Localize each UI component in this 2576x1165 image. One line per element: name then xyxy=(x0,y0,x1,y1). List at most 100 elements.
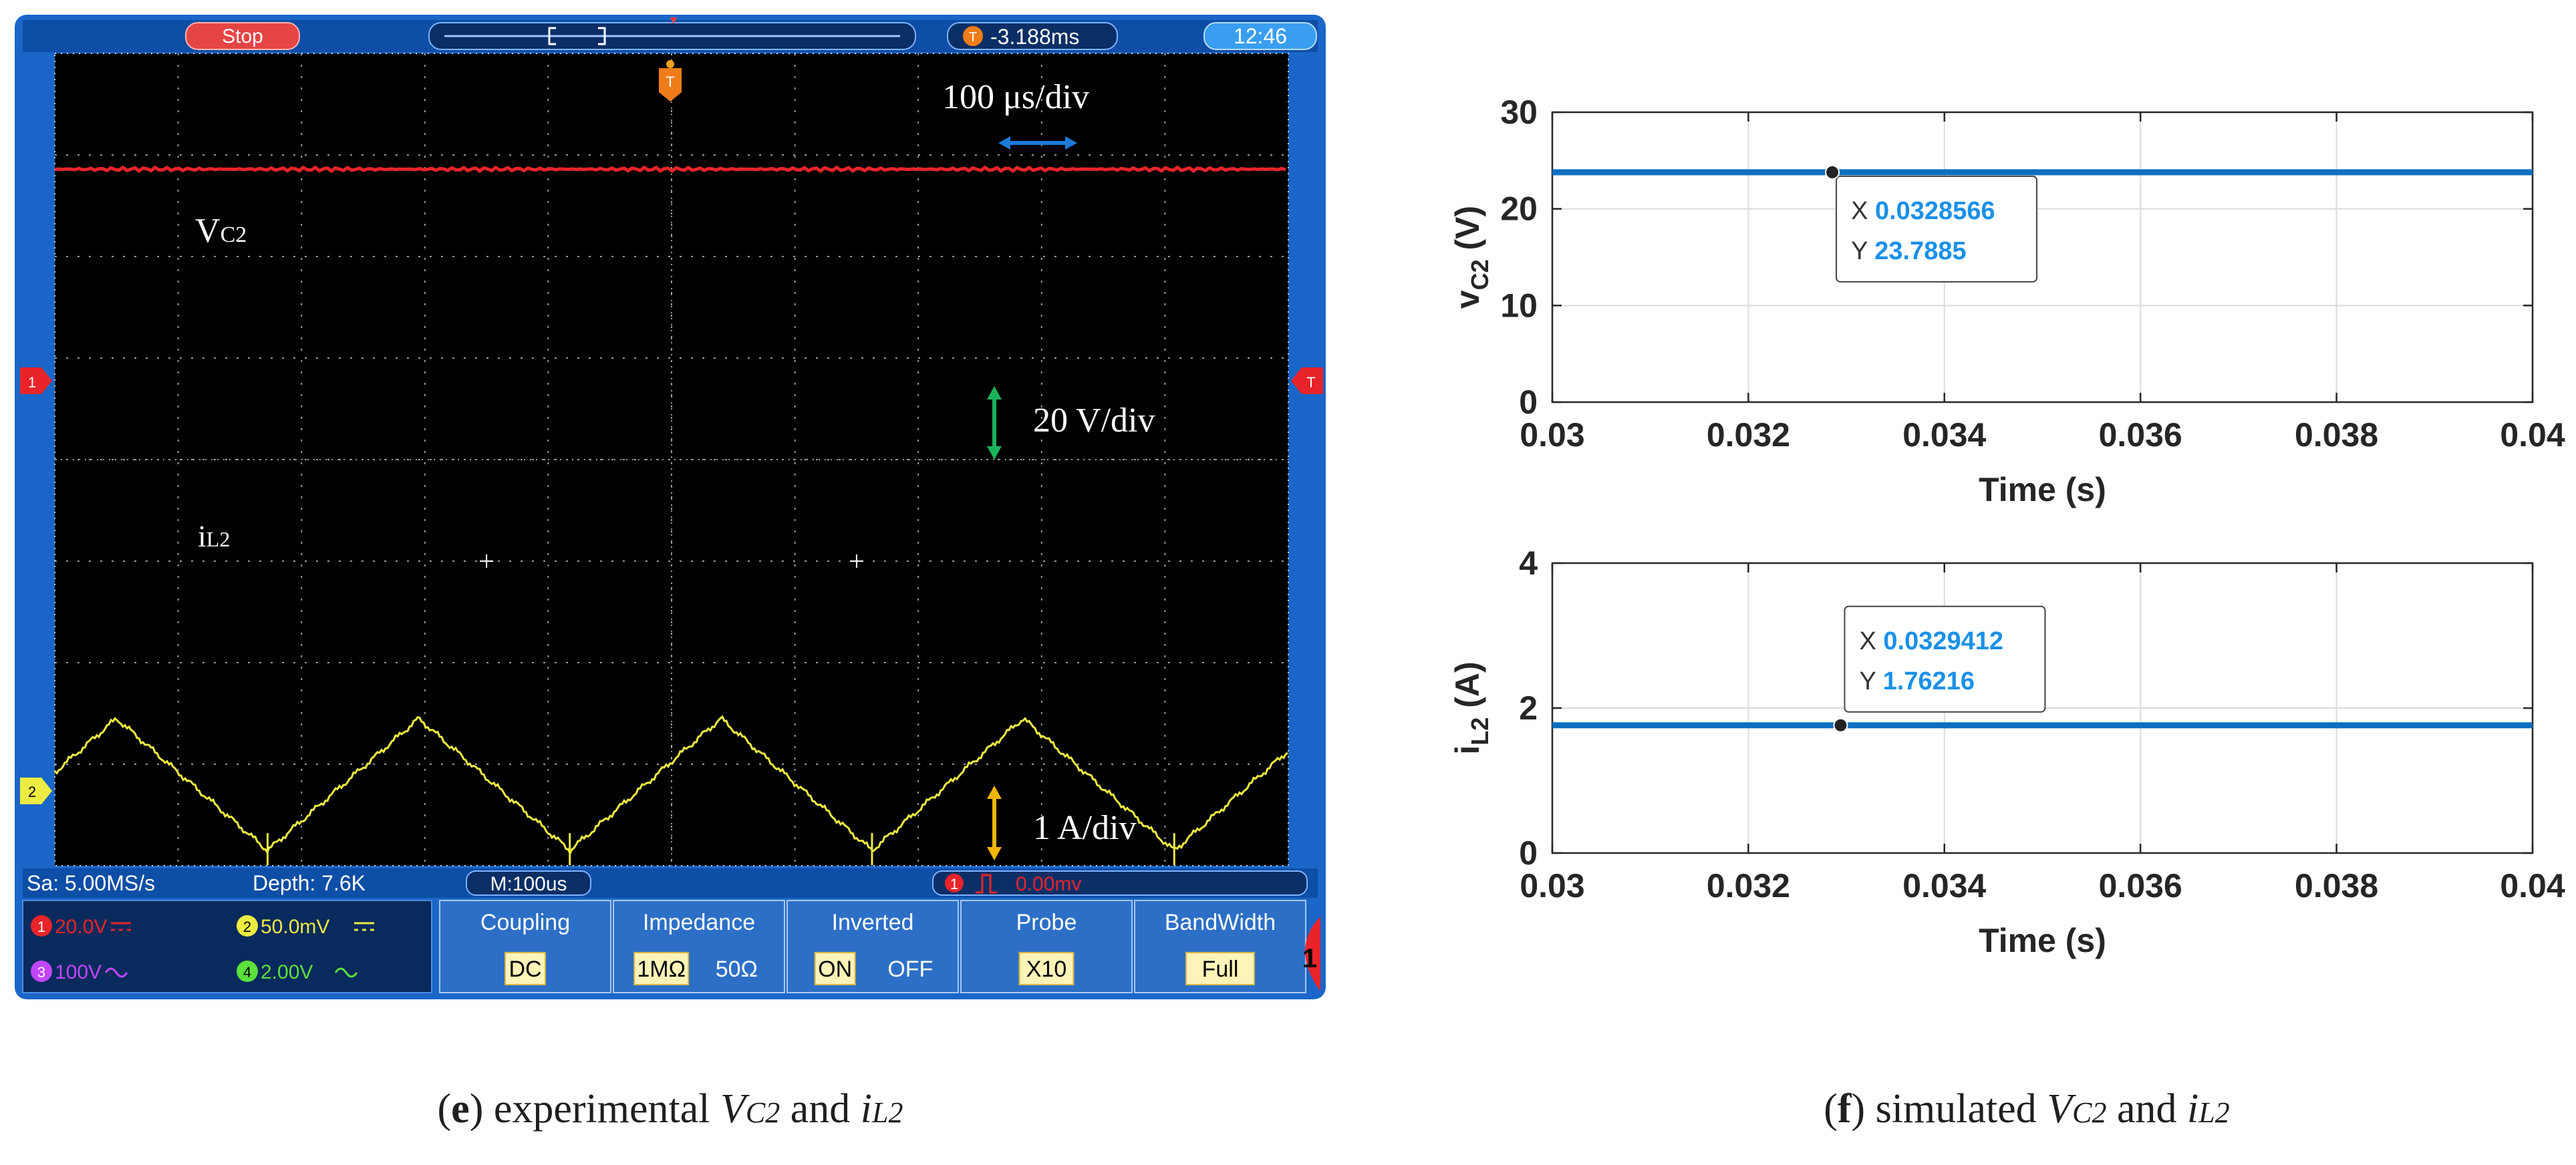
datatip-point[interactable] xyxy=(1833,717,1848,733)
svg-text:3: 3 xyxy=(37,964,45,981)
trigger-level-marker[interactable]: T xyxy=(1291,367,1323,394)
x-tick-label: 0.034 xyxy=(1902,416,1986,454)
ch2-dc-coupling-icon xyxy=(354,922,374,931)
x-axis-label: Time (s) xyxy=(1979,922,2106,959)
svg-text:T: T xyxy=(666,73,674,90)
menu-option[interactable]: X10 xyxy=(1026,957,1067,982)
caption-f: (f) simulated VC2 and iL2 xyxy=(1824,1086,2230,1132)
y-tick-label: 4 xyxy=(1519,544,1538,582)
menu-option[interactable]: Full xyxy=(1202,957,1239,982)
menu-option-selected-box xyxy=(1185,952,1255,985)
trigger-time-icon xyxy=(963,26,983,46)
datatip-x: X 0.0328566 xyxy=(1851,197,1995,225)
svg-text:2: 2 xyxy=(243,919,251,935)
menu-item-impedance[interactable]: Impedance 1MΩ 50Ω xyxy=(613,900,785,993)
scope-grid xyxy=(54,53,1289,866)
svg-text:1: 1 xyxy=(28,374,36,391)
il2-scope-trace xyxy=(53,715,1288,856)
menu-item-coupling[interactable]: Coupling DC xyxy=(439,900,611,993)
y-tick-label: 0 xyxy=(1519,383,1538,421)
volt-scale-annotation: 20 V/div xyxy=(1033,401,1155,440)
menu-option[interactable]: ON xyxy=(818,957,852,982)
depth-readout: Depth: 7.6K xyxy=(253,871,366,895)
menu-option[interactable]: 1MΩ xyxy=(637,957,686,982)
x-tick-label: 0.034 xyxy=(1902,867,1986,904)
y-axis-label: vC2 (V) xyxy=(1449,206,1493,309)
datatip[interactable]: X 0.0328566 Y 23.7885 xyxy=(1825,164,2038,283)
plot-frame xyxy=(1551,111,2534,403)
menu-option-selected-box xyxy=(505,952,546,985)
vc2-scope-trace xyxy=(54,165,1286,174)
svg-text:-3.188ms: -3.188ms xyxy=(990,25,1079,49)
x-tick-label: 0.04 xyxy=(2500,416,2565,454)
svg-text:50.0mV: 50.0mV xyxy=(261,916,329,938)
menu-option[interactable]: 50Ω xyxy=(716,957,758,982)
y-axis-label: iL2 (A) xyxy=(1449,661,1493,754)
svg-text:2.00V: 2.00V xyxy=(261,961,313,983)
ch1-info[interactable]: 1 20.0V xyxy=(31,915,131,938)
menu-item-probe[interactable]: Probe X10 xyxy=(960,900,1133,993)
trigger-time-readout: T -3.188ms xyxy=(947,22,1118,50)
time-scale-arrow-icon xyxy=(998,136,1077,150)
ch3-info[interactable]: 3 100V xyxy=(31,961,128,983)
menu-option-selected-box xyxy=(814,952,856,985)
time-scale-annotation: 100 μs/div xyxy=(942,78,1089,116)
menu-item-bandwidth[interactable]: BandWidth Full xyxy=(1134,900,1306,993)
menu-option[interactable]: DC xyxy=(509,957,541,982)
stop-button[interactable]: Stop xyxy=(185,22,300,50)
menu-page-tab[interactable]: 1 xyxy=(1302,917,1320,991)
ch2-info[interactable]: 2 50.0mV xyxy=(237,915,374,938)
svg-text:1: 1 xyxy=(1302,944,1317,973)
svg-text:T: T xyxy=(969,30,977,45)
y-tick-label: 10 xyxy=(1500,287,1538,324)
svg-text:iL2: iL2 xyxy=(198,519,230,553)
svg-text:VC2: VC2 xyxy=(195,212,247,250)
svg-text:100V: 100V xyxy=(55,961,102,983)
datatip-box xyxy=(1844,605,2046,713)
datatip[interactable]: X 0.0329412 Y 1.76216 xyxy=(1833,605,2046,733)
x-tick-label: 0.038 xyxy=(2295,867,2378,904)
amp-scale-arrow-icon xyxy=(987,786,1002,860)
vc2-simulation-plot: 0.03 0.032 0.034 0.036 0.038 0.04 0 10 20 30 Time … xyxy=(1449,94,2565,508)
plot-area xyxy=(1552,112,2533,402)
scope-crosshair-icon xyxy=(849,554,863,568)
menu-option[interactable]: OFF xyxy=(887,957,933,982)
svg-text:1: 1 xyxy=(37,919,45,935)
ch1-level-marker[interactable]: 1 xyxy=(20,367,52,394)
y-tick-label: 0 xyxy=(1519,834,1538,872)
datatip-y: Y 23.7885 xyxy=(1851,237,1967,265)
trigger-position-t-marker[interactable]: T xyxy=(659,60,682,102)
stop-label: Stop xyxy=(222,25,263,47)
menu-option-selected-box xyxy=(1018,952,1075,985)
svg-text:12:46: 12:46 xyxy=(1234,24,1287,48)
scope-traces xyxy=(53,165,1288,866)
datatip-y: Y 1.76216 xyxy=(1859,667,1975,695)
menu-item-title: BandWidth xyxy=(1165,910,1276,935)
menu-item-inverted[interactable]: Inverted ON OFF xyxy=(786,900,959,993)
channel-info-panel xyxy=(22,900,432,993)
clock-readout: 12:46 xyxy=(1203,22,1317,50)
oscilloscope-screenshot: Stop T -3.188ms 12:46 1 xyxy=(15,15,1326,999)
y-tick-label: 2 xyxy=(1519,689,1538,727)
ch4-info[interactable]: 4 2.00V xyxy=(237,961,358,983)
x-tick-label: 0.03 xyxy=(1520,416,1584,454)
timebase-position-bar[interactable] xyxy=(428,17,916,50)
ch2-level-marker[interactable]: 2 xyxy=(20,778,52,804)
sample-rate-readout: Sa: 5.00MS/s xyxy=(27,871,155,895)
trigger-level-readout[interactable]: 1 0.00mv xyxy=(932,870,1308,896)
il2-trace-label: iL2 xyxy=(198,519,230,553)
x-tick-label: 0.04 xyxy=(2500,867,2565,904)
x-tick-label: 0.032 xyxy=(1707,867,1790,904)
caption-e: (e) experimental VC2 and iL2 xyxy=(438,1086,903,1132)
menu-option-selected-box xyxy=(633,952,690,985)
ch3-ac-coupling-icon xyxy=(104,967,128,978)
x-axis-label: Time (s) xyxy=(1979,471,2106,508)
svg-text:M:100us: M:100us xyxy=(490,873,567,895)
x-tick-label: 0.03 xyxy=(1520,867,1584,904)
svg-text:4: 4 xyxy=(243,964,251,981)
x-tick-label: 0.036 xyxy=(2099,416,2182,454)
datatip-point[interactable] xyxy=(1825,164,1840,180)
rising-edge-icon xyxy=(976,874,997,894)
amp-scale-annotation: 1 A/div xyxy=(1033,809,1137,847)
timebase-readout[interactable]: M:100us xyxy=(466,870,591,896)
